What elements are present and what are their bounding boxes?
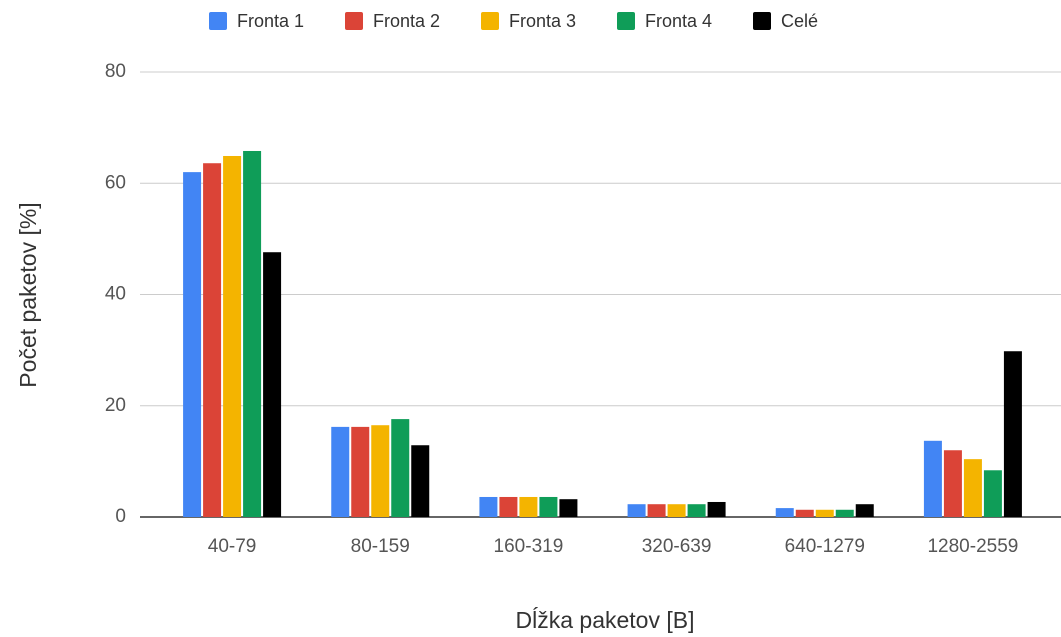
- legend-swatch: [617, 12, 635, 30]
- bar: [539, 496, 558, 517]
- x-tick-label: 80-159: [351, 536, 410, 557]
- legend-label: Fronta 2: [373, 11, 440, 31]
- bar: [707, 501, 726, 517]
- bar: [183, 172, 202, 517]
- legend-label: Celé: [781, 11, 818, 31]
- bar: [351, 426, 370, 517]
- bar: [391, 419, 410, 517]
- bar: [963, 459, 982, 517]
- bar: [1003, 351, 1022, 517]
- x-tick-label: 640-1279: [785, 536, 865, 557]
- bar: [923, 440, 942, 517]
- bar: [835, 509, 854, 517]
- legend-swatch: [209, 12, 227, 30]
- bar: [983, 470, 1002, 517]
- x-tick-label: 40-79: [208, 536, 257, 557]
- bar: [647, 504, 666, 517]
- bar: [855, 504, 874, 517]
- bar: [371, 425, 390, 517]
- y-tick-label: 80: [105, 61, 126, 82]
- y-tick-label: 40: [105, 284, 126, 305]
- bar: [331, 426, 350, 517]
- bar: [943, 450, 962, 517]
- bar: [667, 504, 686, 517]
- legend-label: Fronta 3: [509, 11, 576, 31]
- x-tick-label: 160-319: [494, 536, 564, 557]
- y-axis-label: Počet paketov [%]: [15, 202, 41, 387]
- bar: [223, 155, 242, 517]
- bar: [499, 496, 518, 517]
- bar: [411, 445, 430, 517]
- bar: [775, 508, 794, 517]
- bar: [479, 496, 498, 517]
- bar: [243, 150, 262, 518]
- legend-label: Fronta 4: [645, 11, 712, 31]
- bar: [519, 496, 538, 517]
- x-tick-label: 1280-2559: [927, 536, 1018, 557]
- bar: [559, 499, 578, 517]
- legend-label: Fronta 1: [237, 11, 304, 31]
- bar: [627, 504, 646, 517]
- bar: [815, 509, 834, 517]
- legend-swatch: [345, 12, 363, 30]
- bar: [203, 163, 222, 517]
- x-tick-label: 320-639: [642, 536, 712, 557]
- y-tick-label: 0: [115, 506, 126, 527]
- y-tick-label: 60: [105, 172, 126, 193]
- legend-swatch: [481, 12, 499, 30]
- bar: [795, 509, 814, 517]
- bar: [263, 252, 282, 517]
- y-tick-label: 20: [105, 395, 126, 416]
- bar: [687, 504, 706, 517]
- legend-swatch: [753, 12, 771, 30]
- x-axis-label: Dĺžka paketov [B]: [516, 606, 695, 633]
